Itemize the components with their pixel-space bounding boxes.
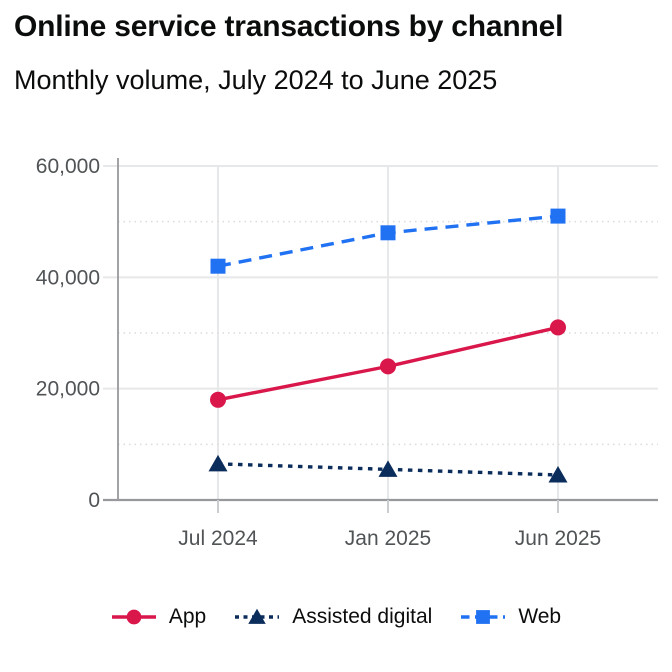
- series-assisted-digital: [208, 454, 568, 483]
- legend-label: App: [168, 605, 207, 628]
- data-point-circle: [550, 319, 566, 336]
- series-app: [210, 319, 566, 408]
- y-axis-tick-label: 40,000: [36, 266, 100, 289]
- y-axis-tick-label: 60,000: [36, 155, 100, 178]
- legend-label: Web: [518, 605, 562, 628]
- legend-item-assisted-digital: Assisted digital: [234, 605, 432, 629]
- chart-subtitle: Monthly volume, July 2024 to June 2025: [14, 65, 498, 95]
- x-axis-tick-label: Jan 2025: [345, 527, 431, 550]
- legend-item-app: App: [111, 605, 206, 629]
- data-point-square: [476, 610, 491, 624]
- data-point-triangle: [548, 465, 568, 483]
- legend-label: Assisted digital: [292, 605, 433, 628]
- x-axis-tick-label: Jul 2024: [178, 527, 258, 550]
- data-point-triangle: [248, 608, 266, 624]
- series-web: [210, 208, 566, 274]
- chart-legend: App Assisted digital Web: [0, 596, 672, 638]
- legend-swatch-circle-icon: [111, 609, 156, 625]
- x-axis-tick-label: Jun 2025: [515, 527, 601, 550]
- chart-title: Online service transactions by channel: [14, 10, 564, 43]
- data-point-triangle: [378, 460, 398, 477]
- data-point-square: [550, 208, 566, 224]
- data-point-triangle: [208, 454, 228, 472]
- data-point-circle: [126, 609, 142, 625]
- legend-swatch-triangle-icon: [235, 608, 280, 624]
- y-axis-tick-label: 0: [88, 489, 100, 512]
- legend-swatch-square-icon: [461, 610, 506, 624]
- y-axis-tick-label: 20,000: [36, 378, 100, 401]
- data-point-square: [380, 225, 396, 241]
- data-point-square: [210, 258, 226, 274]
- data-point-circle: [210, 391, 226, 408]
- line-chart-canvas: 0 20,000 40,000 60,000 Jul 2024 Jan 2025 Jun 2…: [36, 155, 658, 550]
- legend-item-web: Web: [460, 605, 561, 629]
- data-point-circle: [380, 358, 396, 375]
